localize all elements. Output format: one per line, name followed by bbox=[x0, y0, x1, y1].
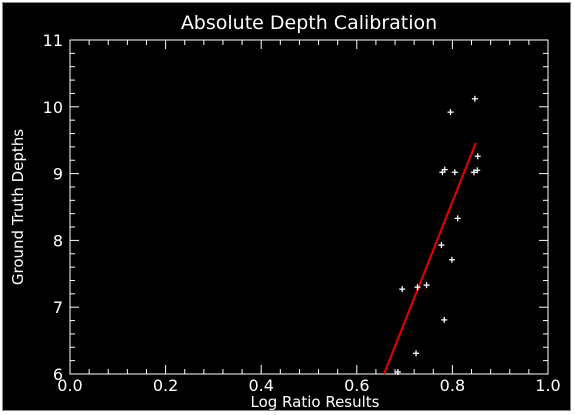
x-tick-label: 1.0 bbox=[535, 376, 560, 395]
y-axis-label: Ground Truth Depths bbox=[9, 129, 27, 285]
chart-title: Absolute Depth Calibration bbox=[181, 12, 437, 34]
y-tick-label: 7 bbox=[53, 298, 63, 317]
data-point bbox=[447, 109, 454, 116]
data-point bbox=[394, 368, 401, 375]
data-point bbox=[474, 167, 481, 174]
x-axis-tick-labels: 0.0 0.2 0.4 0.6 0.8 1.0 bbox=[57, 376, 560, 395]
data-point bbox=[414, 284, 421, 291]
data-point bbox=[470, 169, 477, 176]
plot-window: Absolute Depth Calibration 0.0 0.2 0.4 0.6 0… bbox=[2, 2, 571, 411]
y-axis-tick-labels: 6 7 8 9 10 11 bbox=[43, 31, 63, 384]
fit-lines bbox=[383, 142, 477, 375]
data-point bbox=[438, 242, 445, 249]
data-point bbox=[399, 286, 406, 293]
y-tick-label: 9 bbox=[53, 165, 63, 184]
x-tick-label: 0.0 bbox=[57, 376, 82, 395]
y-tick-label: 6 bbox=[53, 365, 63, 384]
data-point bbox=[413, 350, 420, 357]
data-point bbox=[471, 95, 478, 102]
data-point bbox=[448, 256, 455, 263]
x-axis-ticks bbox=[69, 40, 549, 374]
y-tick-label: 11 bbox=[43, 31, 63, 50]
depth-calibration-chart: Absolute Depth Calibration 0.0 0.2 0.4 0.6 0… bbox=[9, 12, 561, 410]
data-points bbox=[394, 95, 481, 375]
data-point bbox=[451, 169, 458, 176]
fit-line bbox=[383, 142, 477, 375]
y-tick-label: 10 bbox=[43, 98, 63, 117]
x-tick-label: 0.6 bbox=[344, 376, 369, 395]
plot-frame bbox=[69, 39, 549, 375]
x-axis-label: Log Ratio Results bbox=[250, 393, 379, 410]
data-point bbox=[423, 282, 430, 289]
data-point bbox=[441, 316, 448, 323]
x-tick-label: 0.2 bbox=[153, 376, 178, 395]
data-point bbox=[474, 153, 481, 160]
y-axis-ticks bbox=[70, 39, 548, 375]
data-point bbox=[454, 215, 461, 222]
x-tick-label: 0.4 bbox=[248, 376, 273, 395]
y-tick-label: 8 bbox=[53, 231, 63, 250]
data-point bbox=[439, 169, 446, 176]
x-tick-label: 0.8 bbox=[440, 376, 465, 395]
